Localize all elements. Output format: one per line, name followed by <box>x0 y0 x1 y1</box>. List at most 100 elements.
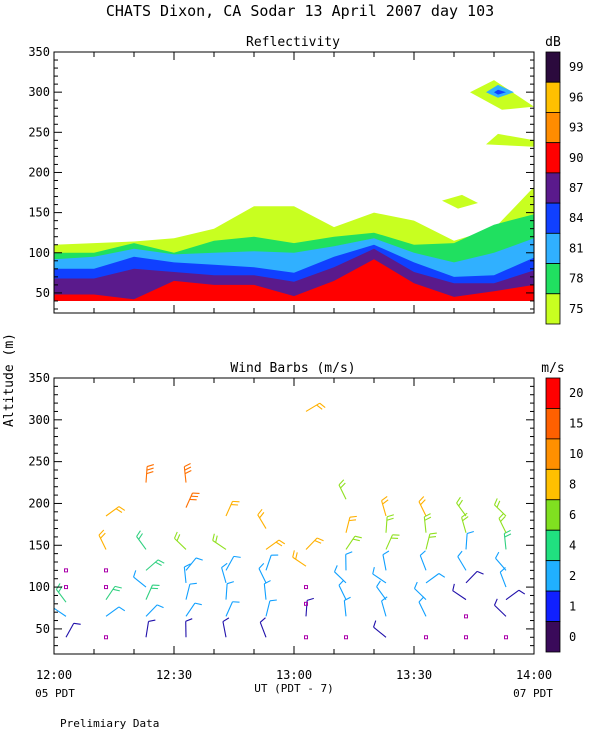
barb-staff <box>292 556 307 567</box>
colorbar-swatch <box>545 529 561 562</box>
colorbar-label: 8 <box>569 478 576 492</box>
reflectivity-title: Reflectivity <box>246 35 340 50</box>
barb-flag <box>381 596 388 602</box>
barb-calm <box>304 635 308 640</box>
barb-staff <box>423 516 427 533</box>
barb-flag <box>306 597 314 601</box>
barb-calm <box>424 635 428 640</box>
barb-flag <box>118 506 126 511</box>
barb-staff <box>414 588 427 601</box>
barb-staff <box>382 554 387 571</box>
barb-staff <box>54 607 67 617</box>
barb-flag <box>386 517 394 521</box>
colorbar-label: 10 <box>569 447 583 461</box>
barb-flag <box>504 533 512 538</box>
barb-staff <box>385 534 394 550</box>
barb-flag <box>184 462 191 468</box>
barb-staff <box>145 584 154 600</box>
barb-flag <box>476 570 484 575</box>
barb-staff <box>145 604 158 617</box>
barb-flag <box>146 464 154 468</box>
barb-flag <box>146 467 154 471</box>
colorbar-label: 78 <box>569 272 583 286</box>
barb-staff <box>381 500 387 517</box>
barb-flag <box>136 530 141 537</box>
contour-blob-4 <box>442 194 478 209</box>
barb-calm <box>64 585 68 590</box>
y-tick-label: 350 <box>28 371 50 385</box>
barb-staff <box>185 557 197 571</box>
colorbar-swatch <box>545 499 561 531</box>
x-tick-labels: 12:00 12:30 13:00 13:30 14:00 <box>36 668 552 682</box>
barb-flag <box>428 535 437 538</box>
barb-flag <box>424 513 431 518</box>
colorbar-swatch <box>545 377 561 409</box>
contour-blob-3 <box>486 133 534 147</box>
y-tick-label: 150 <box>28 206 50 220</box>
barb-staff <box>265 555 272 571</box>
barb-flag <box>495 551 500 559</box>
barb-flag <box>340 482 346 489</box>
barb-flag <box>462 516 469 522</box>
barb-staff <box>222 621 227 638</box>
barb-staff <box>494 604 507 617</box>
barb-staff <box>373 626 387 638</box>
colorbar-label: 87 <box>569 181 583 195</box>
barb-flag <box>189 582 197 585</box>
barb-staff <box>265 539 280 550</box>
x-left-sub: 05 PDT <box>35 687 75 700</box>
y-tick-label: 150 <box>28 538 50 552</box>
barb-flag <box>345 551 353 555</box>
y-tick-label: 300 <box>28 413 50 427</box>
barb-staff <box>225 556 235 571</box>
barb-staff <box>98 534 107 550</box>
y-tick-label: 300 <box>28 85 50 99</box>
wind-barbs-title: Wind Barbs (m/s) <box>230 361 355 376</box>
barb-staff <box>456 502 467 517</box>
x-tick-label: 14:00 <box>516 668 552 682</box>
barb-staff <box>145 466 148 483</box>
barb-staff <box>418 601 427 617</box>
colorbar-swatch <box>545 590 561 622</box>
barb-flag <box>157 559 165 564</box>
reflectivity-colorbar-unit: dB <box>545 35 561 50</box>
barb-flag <box>314 539 322 544</box>
barb-staff <box>498 518 507 533</box>
colorbar-label: 1 <box>569 599 576 613</box>
barb-flag <box>372 567 375 575</box>
barb-calm <box>304 585 308 590</box>
barb-flag <box>500 516 506 522</box>
barb-staff <box>133 576 147 588</box>
barb-staff <box>425 573 440 584</box>
barb-staff <box>183 566 187 583</box>
reflectivity-contours <box>54 80 534 301</box>
colorbar-swatch <box>545 621 561 653</box>
barb-staff <box>345 535 356 550</box>
colorbar-swatch <box>545 142 561 174</box>
barb-flag <box>499 567 506 573</box>
barb-staff <box>257 514 267 529</box>
barb-flag <box>155 561 162 566</box>
barb-flag <box>349 515 357 518</box>
barb-flag <box>114 585 122 589</box>
y-tick-label: 250 <box>28 455 50 469</box>
colorbar-swatch <box>545 560 561 592</box>
barb-staff <box>183 466 187 483</box>
colorbar-swatch <box>545 293 561 325</box>
barb-flag <box>493 498 498 506</box>
barb-flag <box>98 529 105 536</box>
barb-flag <box>222 617 230 623</box>
y-tick-label: 50 <box>36 286 50 300</box>
barb-staff <box>338 585 347 600</box>
barb-calm <box>104 585 108 590</box>
barb-staff <box>225 601 234 617</box>
barb-calm <box>344 635 348 640</box>
y-axis-label: Altitude (m) <box>2 333 17 427</box>
barb-calm <box>304 601 308 606</box>
barb-calm <box>464 614 468 619</box>
y-tick-label: 50 <box>36 622 50 636</box>
y-tick-label: 100 <box>28 246 50 260</box>
barb-flag <box>348 519 357 522</box>
barb-staff <box>465 533 468 550</box>
barb-staff <box>55 589 67 603</box>
